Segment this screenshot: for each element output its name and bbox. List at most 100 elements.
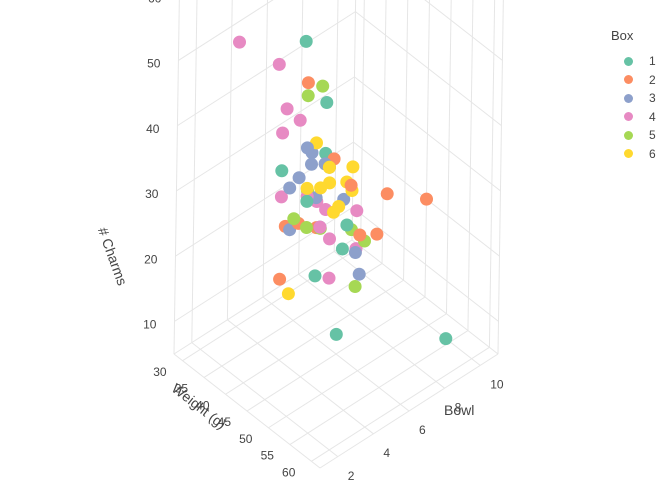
data-point-box-5[interactable]	[287, 212, 301, 226]
data-point-box-3[interactable]	[300, 141, 314, 155]
legend-item-6[interactable]: 6	[604, 145, 656, 164]
data-point-box-2[interactable]	[344, 178, 358, 192]
legend-item-5[interactable]: 5	[604, 126, 656, 145]
data-point-box-4[interactable]	[276, 126, 290, 140]
data-point-box-2[interactable]	[273, 272, 287, 286]
data-point-box-4[interactable]	[293, 113, 307, 127]
data-point-box-4[interactable]	[322, 271, 336, 285]
grid-line-x-wall	[381, 0, 387, 264]
legend-label: 3	[649, 91, 656, 106]
legend-item-3[interactable]: 3	[604, 89, 656, 108]
grid-line-x-wall	[403, 0, 409, 281]
grid-line-y-wall	[298, 0, 304, 275]
data-point-box-3[interactable]	[305, 157, 318, 171]
x-tick-label: 35	[175, 382, 189, 396]
y-tick-label: 8	[455, 400, 462, 414]
data-points[interactable]	[233, 0, 453, 346]
data-point-box-6[interactable]	[281, 287, 295, 301]
grid-line-z-wall-b	[424, 0, 503, 61]
data-point-box-1[interactable]	[340, 218, 354, 232]
legend-item-1[interactable]: 1	[604, 52, 656, 71]
y-tick-label: 10	[490, 378, 504, 392]
x-tick-label: 40	[196, 398, 210, 412]
data-point-box-6[interactable]	[327, 205, 340, 219]
data-point-box-3[interactable]	[348, 246, 362, 259]
x-tick-label: 50	[239, 432, 253, 446]
grid-lines	[173, 0, 504, 469]
data-point-box-3[interactable]	[283, 181, 297, 195]
data-point-box-6[interactable]	[346, 160, 360, 174]
data-point-box-5[interactable]	[348, 280, 362, 293]
data-point-box-1[interactable]	[299, 34, 313, 48]
data-point-box-2[interactable]	[353, 228, 367, 242]
y-tick-label: 2	[348, 469, 355, 480]
data-point-box-6[interactable]	[322, 160, 336, 174]
box-edge	[497, 0, 504, 355]
legend-label: 5	[649, 128, 656, 143]
data-point-box-1[interactable]	[335, 242, 349, 256]
z-axis-title: # Charms	[95, 225, 131, 287]
legend: Box 1 2 3 4 5 6	[604, 28, 656, 163]
data-point-box-2[interactable]	[420, 192, 433, 206]
grid-line-x-wall	[445, 0, 452, 314]
z-tick-label: 50	[147, 57, 161, 71]
legend-swatch	[624, 130, 633, 140]
data-point-box-3[interactable]	[352, 267, 366, 281]
data-point-box-6[interactable]	[314, 181, 328, 195]
z-tick-label: 10	[143, 318, 157, 332]
data-point-box-4[interactable]	[323, 232, 336, 246]
data-point-box-5[interactable]	[316, 79, 330, 93]
grid-line-x-wall	[467, 0, 474, 331]
box-edge	[173, 0, 180, 355]
grid-line-y-floor	[298, 273, 445, 389]
grid-line-z-wall-b	[355, 11, 502, 127]
grid-line-y-wall	[262, 0, 268, 298]
tick-labels: 10 20 30 40 50 60 30 35 40 45 50 55 60 2 4 6 8 10	[143, 0, 504, 480]
legend-swatch	[624, 149, 633, 159]
data-point-box-2[interactable]	[301, 76, 315, 90]
data-point-box-2[interactable]	[370, 227, 384, 241]
data-point-box-4[interactable]	[274, 190, 288, 204]
z-tick-label: 30	[145, 187, 159, 201]
x-tick-label: 60	[282, 465, 296, 479]
data-point-box-1[interactable]	[275, 164, 289, 178]
legend-swatch	[624, 112, 633, 122]
data-point-box-4[interactable]	[313, 220, 327, 234]
data-point-box-2[interactable]	[380, 187, 394, 201]
data-point-box-5[interactable]	[300, 221, 313, 234]
x-tick-label: 55	[261, 449, 275, 463]
legend-item-4[interactable]: 4	[604, 108, 656, 127]
z-tick-label: 60	[148, 0, 162, 5]
y-tick-label: 6	[419, 423, 426, 437]
data-point-box-3[interactable]	[292, 171, 306, 185]
grid-line-x-wall	[424, 0, 430, 298]
data-point-box-1[interactable]	[320, 96, 334, 109]
data-point-box-5[interactable]	[301, 89, 315, 103]
y-tick-label: 4	[383, 446, 390, 460]
legend-title: Box	[611, 28, 634, 43]
data-point-box-6[interactable]	[300, 181, 314, 195]
x-tick-label: 45	[218, 415, 232, 429]
z-tick-label: 20	[144, 252, 158, 266]
data-point-box-1[interactable]	[329, 327, 343, 341]
data-point-box-1[interactable]	[300, 194, 314, 208]
grid-line-y-floor	[191, 342, 339, 457]
grid-line-y-floor	[262, 296, 410, 412]
grid-line-z-wall-a	[178, 0, 274, 61]
data-point-box-4[interactable]	[280, 102, 294, 116]
legend-item-2[interactable]: 2	[604, 71, 656, 90]
grid-line-x-wall	[360, 0, 365, 247]
legend-label: 1	[649, 54, 656, 69]
x-axis-title: Weight (g)	[169, 380, 230, 432]
data-point-box-4[interactable]	[233, 35, 246, 49]
data-point-box-1[interactable]	[308, 269, 322, 283]
data-point-box-1[interactable]	[439, 332, 453, 346]
data-point-box-4[interactable]	[272, 57, 286, 71]
grid-line-z-wall-b	[352, 206, 499, 322]
grid-line-y-floor	[227, 319, 374, 435]
legend-swatch	[624, 93, 633, 103]
data-point-box-4[interactable]	[350, 204, 364, 218]
x-tick-label: 30	[153, 365, 167, 379]
y-axis-title: Bowl	[444, 402, 474, 418]
